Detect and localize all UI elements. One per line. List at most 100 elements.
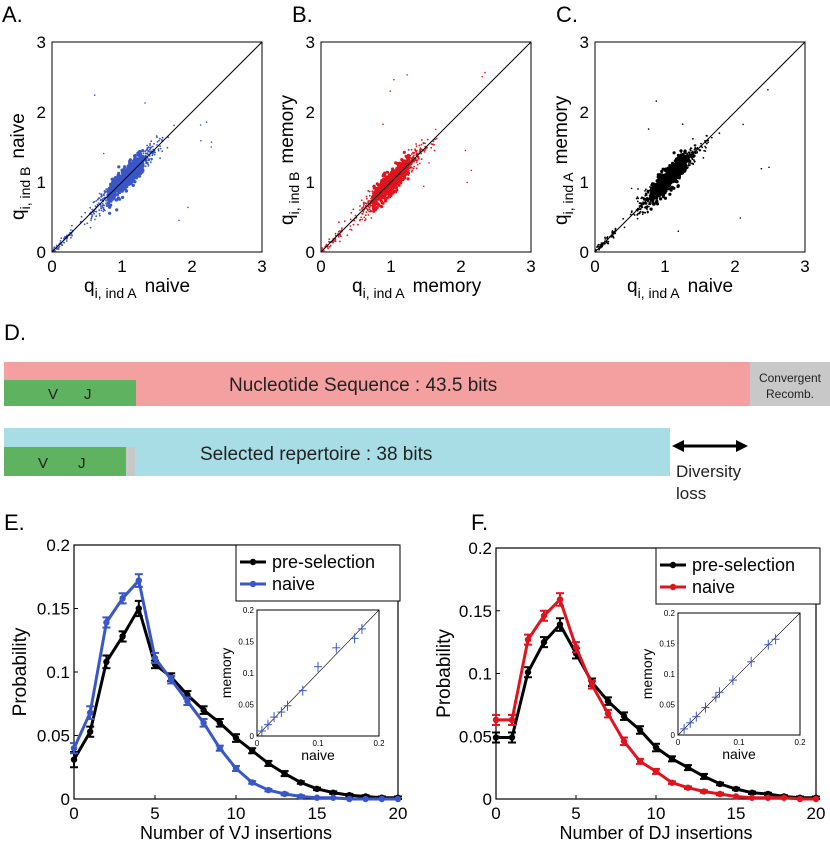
scatter-point — [70, 229, 72, 231]
data-point — [313, 785, 321, 793]
data-point — [508, 734, 516, 741]
scatter-point — [156, 140, 159, 143]
y-axis-label: qi, ind Bmemory — [277, 94, 302, 225]
data-point — [732, 785, 740, 793]
scatter-point — [140, 154, 144, 158]
scatter-point — [640, 202, 643, 205]
scatter-point — [380, 205, 384, 209]
scatter-point — [370, 217, 373, 219]
data-point — [508, 716, 516, 724]
scatter-point — [668, 192, 672, 196]
scatter-point — [689, 149, 692, 152]
scatter-point — [365, 207, 368, 210]
scatter-point — [366, 209, 369, 212]
panel-label-f: F. — [471, 510, 488, 535]
scatter-point — [368, 194, 371, 197]
scatter-point — [59, 240, 62, 242]
scatter-point — [361, 218, 364, 221]
scatter-point — [122, 167, 126, 171]
legend-label: pre-selection — [272, 552, 375, 572]
scatter-point — [635, 197, 638, 200]
y-tick-label: 0.05 — [459, 727, 492, 746]
scatter-point — [58, 245, 61, 248]
scatter-point — [660, 192, 665, 197]
data-point — [346, 795, 353, 803]
scatter-point — [114, 182, 118, 186]
data-point — [700, 773, 708, 780]
inset-y-tick-label: 0.1 — [243, 669, 255, 678]
data-point — [572, 643, 580, 651]
scatter-point — [158, 137, 161, 140]
scatter-point — [604, 236, 606, 239]
scatter-point — [433, 149, 436, 152]
data-point — [378, 795, 385, 803]
data-point — [668, 779, 676, 786]
x-tick-label: 3 — [257, 257, 266, 276]
scatter-point — [121, 176, 126, 180]
scatter-point — [672, 151, 676, 155]
scatter-point — [382, 182, 386, 186]
scatter-point — [157, 149, 160, 152]
scatter-point — [148, 159, 151, 162]
scatter-point — [89, 206, 92, 209]
scatter-point — [149, 161, 152, 164]
scatter-point — [133, 171, 137, 175]
scatter-point — [103, 193, 105, 196]
scatter-point — [144, 150, 147, 153]
data-point — [748, 789, 756, 796]
scatter-point — [693, 160, 696, 163]
data-point — [362, 795, 369, 803]
scatter-point — [767, 89, 769, 91]
data-point — [135, 605, 142, 612]
scatter-point — [652, 185, 656, 189]
scatter-point — [658, 175, 663, 179]
scatter-point — [144, 102, 146, 104]
scatter-point — [141, 149, 145, 153]
inset-y-label: memory — [218, 648, 234, 699]
scatter-point — [612, 231, 615, 233]
scatter-point — [102, 197, 104, 200]
scatter-point — [71, 234, 73, 237]
scatter-point — [656, 173, 660, 177]
y-tick-label: 1 — [37, 173, 46, 192]
scatter-point — [124, 179, 128, 183]
scatter-point — [406, 177, 410, 181]
scatter-point — [681, 123, 684, 125]
scatter-point — [622, 217, 625, 220]
scatter-point — [423, 151, 426, 153]
x-tick-label: 5 — [571, 804, 580, 823]
scatter-point — [669, 166, 674, 170]
scatter-point — [98, 197, 101, 200]
scatter-point — [672, 176, 676, 180]
scatter-point — [415, 145, 418, 148]
scatter-point — [368, 190, 371, 193]
scatter-point — [692, 137, 694, 140]
scatter-point — [434, 128, 437, 131]
y-tick-label: 0 — [306, 243, 315, 262]
scatter-point — [644, 190, 646, 192]
scatter-point — [607, 242, 610, 245]
data-point — [748, 794, 756, 801]
arrow-head-right — [736, 440, 748, 452]
data-point — [119, 633, 126, 640]
scatter-point — [136, 173, 140, 177]
scatter-point — [361, 208, 363, 210]
scatter-point — [101, 203, 104, 205]
scatter-point — [423, 185, 425, 188]
scatter-point — [339, 230, 341, 232]
scatter-point — [410, 166, 412, 169]
data-point — [524, 636, 532, 643]
scatter-point — [416, 163, 419, 166]
scatter-point — [100, 205, 102, 208]
scatter-point — [597, 243, 600, 246]
scatter-point — [660, 169, 664, 174]
scatter-point — [703, 149, 705, 152]
scatter-point — [680, 171, 684, 175]
scatter-point — [636, 217, 639, 220]
scatter-point — [100, 195, 103, 198]
scatter-point — [98, 192, 101, 195]
scatter-point — [646, 208, 648, 211]
data-point — [652, 744, 660, 751]
